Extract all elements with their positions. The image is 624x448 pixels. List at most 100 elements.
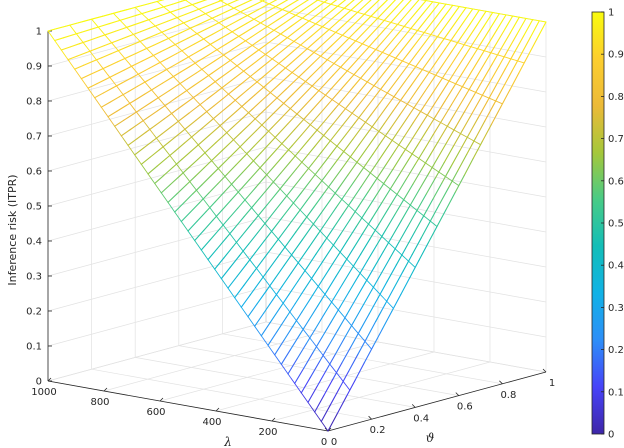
surface-mesh-line [276, 316, 287, 332]
surface-mesh-line [379, 90, 390, 104]
surface-mesh-line [201, 10, 212, 16]
surface-mesh-line [269, 132, 280, 144]
surface-mesh-line [323, 298, 334, 315]
surface-mesh-line [349, 19, 360, 29]
surface-mesh-line [456, 7, 467, 22]
surface-mesh-line [393, 22, 404, 27]
surface-mesh-line [468, 117, 479, 135]
surface-mesh-line [167, 193, 178, 203]
surface-mesh-line [520, 36, 531, 55]
surface-mesh-line [248, 169, 259, 181]
surface-mesh-line [365, 14, 376, 19]
surface-mesh-line [192, 127, 204, 137]
surface-mesh-line [234, 32, 245, 40]
surface-mesh-line [291, 192, 302, 206]
surface-mesh-line [437, 83, 448, 99]
surface-mesh-line [267, 330, 278, 346]
surface-mesh-line [207, 49, 218, 56]
surface-mesh-line [320, 140, 331, 153]
surface-mesh-line [423, 1, 434, 14]
surface-mesh-line [445, 191, 456, 211]
surface-mesh-line [228, 0, 239, 5]
surface-mesh-line [271, 117, 282, 128]
surface-mesh-line [283, 93, 294, 104]
surface-mesh-line [280, 108, 291, 119]
surface-mesh-line [382, 30, 393, 42]
surface-mesh-line [129, 5, 140, 10]
colorbar-tick-label: 0.3 [608, 303, 624, 314]
surface-mesh-line [316, 369, 327, 387]
surface-mesh-line [234, 215, 245, 228]
surface-mesh-line [131, 150, 142, 165]
floor-grid-line [178, 345, 459, 396]
surface-mesh-line [187, 220, 198, 232]
surface-mesh-line [393, 270, 404, 289]
surface-mesh-line [433, 1, 444, 5]
surface-mesh-line [257, 220, 268, 234]
surface-mesh-line [253, 160, 264, 171]
surface-mesh-line [297, 267, 308, 283]
surface-mesh-line [249, 281, 261, 296]
surface-mesh-line [409, 188, 420, 206]
surface-mesh-line [321, 353, 332, 367]
surface-mesh-line [358, 191, 369, 207]
side-wall-grid-line [47, 111, 267, 172]
surface-mesh-line [362, 217, 373, 234]
surface-mesh-line [411, 25, 422, 38]
surface-mesh-line [412, 108, 423, 124]
surface-mesh-line [185, 175, 196, 186]
surface-mesh-line [203, 33, 214, 40]
z-tick-label: 0.6 [26, 167, 42, 178]
surface-mesh-line [119, 45, 130, 51]
back-wall-grid-line [265, 111, 547, 163]
surface-mesh-line [238, 88, 249, 98]
surface-mesh-line [292, 84, 303, 95]
surface-mesh-line [308, 305, 319, 322]
z-tick-label: 0.4 [26, 237, 42, 248]
surface-mesh-line [215, 270, 226, 285]
surface-mesh-line [363, 98, 374, 112]
surface-mesh-line [254, 240, 265, 254]
surface-mesh-line [304, 24, 315, 34]
x-tick [159, 397, 164, 402]
surface-mesh-line [272, 32, 283, 40]
surface-mesh-line [198, 54, 209, 62]
surface-mesh-line [247, 303, 258, 318]
surface-mesh-line [184, 23, 195, 32]
z-tick-label: 0.9 [26, 62, 42, 73]
surface-mesh-line [100, 29, 111, 42]
surface-mesh-line [326, 61, 337, 72]
surface-mesh-line [271, 180, 282, 191]
surface-mesh-line [274, 58, 285, 68]
surface-mesh-line [143, 88, 154, 95]
surface-mesh-line [475, 61, 486, 78]
surface-mesh-line [246, 186, 257, 199]
surface-mesh-line [228, 93, 239, 104]
surface-mesh-line [355, 211, 367, 227]
surface-mesh-line [352, 158, 363, 167]
surface-mesh-line [287, 113, 298, 125]
surface-mesh-line [256, 268, 267, 281]
surface-mesh-line [181, 50, 192, 60]
surface-mesh-line [353, 0, 364, 8]
surface-mesh-line [471, 8, 481, 11]
surface-mesh-line [504, 51, 516, 70]
surface-mesh-line [367, 177, 378, 193]
surface-mesh-line [255, 176, 266, 188]
surface-mesh-line [232, 42, 243, 50]
back-wall-grid-line [265, 251, 547, 303]
surface-mesh-line [198, 192, 210, 204]
surface-mesh-line [396, 249, 407, 260]
surface-mesh-line [165, 106, 176, 119]
surface-mesh-line [315, 41, 326, 52]
surface-mesh-line [464, 87, 475, 93]
x-tick [271, 417, 276, 422]
surface-mesh-line [256, 290, 267, 305]
surface-mesh-line [386, 264, 397, 282]
surface-mesh-line [405, 258, 416, 268]
surface-mesh-line [281, 64, 292, 72]
floor-grid-line [159, 341, 379, 402]
surface-mesh-line [244, 0, 253, 4]
surface-mesh-line [400, 277, 411, 296]
surface-mesh-line [92, 57, 103, 62]
